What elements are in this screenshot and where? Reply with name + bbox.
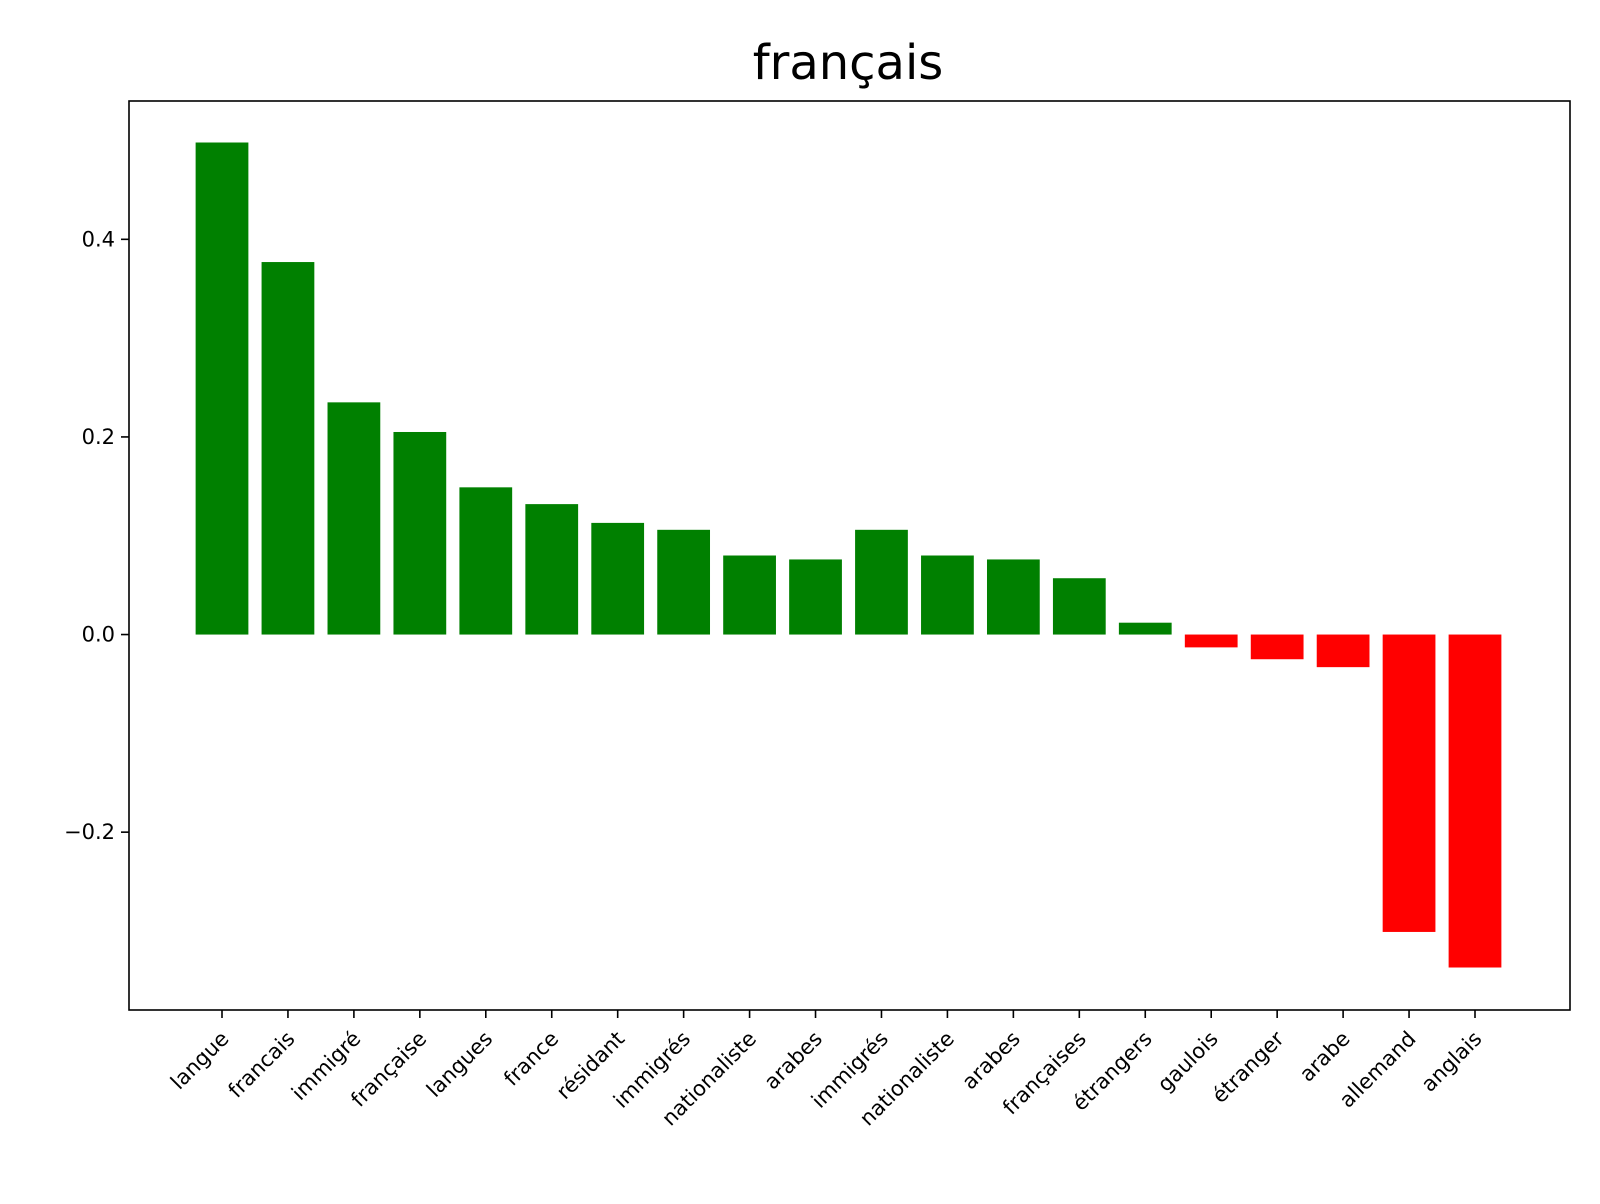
bar-16 — [1250, 634, 1304, 660]
bar-7 — [657, 529, 711, 635]
bar-4 — [459, 487, 513, 635]
x-tick-label: langues — [422, 1027, 497, 1102]
bar-13 — [1052, 578, 1106, 635]
bar-3 — [393, 431, 447, 635]
x-tick-label: arabe — [1295, 1027, 1355, 1087]
bar-1 — [261, 262, 315, 635]
bar-8 — [723, 555, 776, 635]
bar-10 — [855, 529, 908, 635]
x-tick-label: étranger — [1207, 1026, 1288, 1107]
chart-title: français — [753, 35, 944, 91]
x-tick-label: arabes — [957, 1027, 1025, 1095]
bars-group — [195, 142, 1502, 968]
x-tick-label: francais — [224, 1027, 300, 1103]
bar-17 — [1316, 634, 1370, 668]
bar-9 — [789, 559, 842, 635]
bar-18 — [1382, 634, 1436, 932]
y-tick-label: 0.0 — [82, 623, 115, 647]
bar-19 — [1448, 634, 1502, 968]
bar-14 — [1118, 622, 1172, 635]
x-tick-label: anglais — [1417, 1027, 1487, 1097]
x-tick-label: france — [499, 1027, 563, 1091]
y-tick-label: 0.2 — [82, 425, 115, 449]
bar-0 — [195, 142, 249, 635]
bar-15 — [1184, 634, 1238, 648]
x-tick-label: langue — [166, 1027, 234, 1095]
bar-5 — [525, 504, 579, 635]
plot-frame — [128, 100, 1571, 1011]
bar-12 — [986, 559, 1040, 635]
bar-11 — [921, 555, 974, 635]
y-axis: 0.4 0.2 0.0 −0.2 — [64, 227, 129, 844]
bar-2 — [327, 402, 381, 635]
x-tick-label: arabes — [759, 1027, 827, 1095]
y-tick-label: −0.2 — [64, 820, 115, 844]
y-tick-label: 0.4 — [82, 227, 115, 251]
bar-6 — [591, 522, 645, 635]
